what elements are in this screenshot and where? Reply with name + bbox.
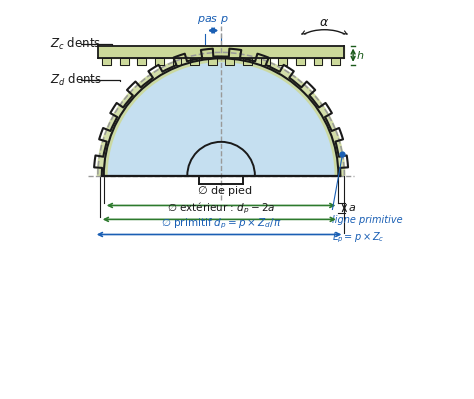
Text: pas $p$: pas $p$ xyxy=(197,14,229,26)
Polygon shape xyxy=(155,58,164,65)
Text: $\varnothing$ de pied: $\varnothing$ de pied xyxy=(197,184,253,198)
Polygon shape xyxy=(243,58,252,65)
Polygon shape xyxy=(173,58,182,65)
Polygon shape xyxy=(102,58,111,65)
Text: $\varnothing$ primitif $d_p = p \times Z_d/\pi$: $\varnothing$ primitif $d_p = p \times Z… xyxy=(161,217,281,231)
Polygon shape xyxy=(261,58,270,65)
Polygon shape xyxy=(226,58,234,65)
Text: $\varnothing$ extérieur : $d_p - 2a$: $\varnothing$ extérieur : $d_p - 2a$ xyxy=(167,201,275,216)
Polygon shape xyxy=(98,45,344,58)
Text: $Z_c$ dents: $Z_c$ dents xyxy=(50,36,101,53)
Polygon shape xyxy=(137,58,146,65)
Polygon shape xyxy=(120,58,128,65)
Polygon shape xyxy=(296,58,305,65)
Polygon shape xyxy=(208,58,217,65)
Text: $Z_d$ dents: $Z_d$ dents xyxy=(50,72,102,88)
Text: $a$: $a$ xyxy=(347,203,356,213)
Polygon shape xyxy=(98,52,345,176)
Polygon shape xyxy=(278,58,287,65)
Polygon shape xyxy=(313,58,322,65)
Text: $h$: $h$ xyxy=(356,49,365,61)
Polygon shape xyxy=(104,58,338,176)
Polygon shape xyxy=(331,58,340,65)
Text: $\alpha$: $\alpha$ xyxy=(319,16,329,29)
Text: ligne primitive
$L_p = p \times Z_c$: ligne primitive $L_p = p \times Z_c$ xyxy=(332,215,403,245)
Polygon shape xyxy=(190,58,199,65)
